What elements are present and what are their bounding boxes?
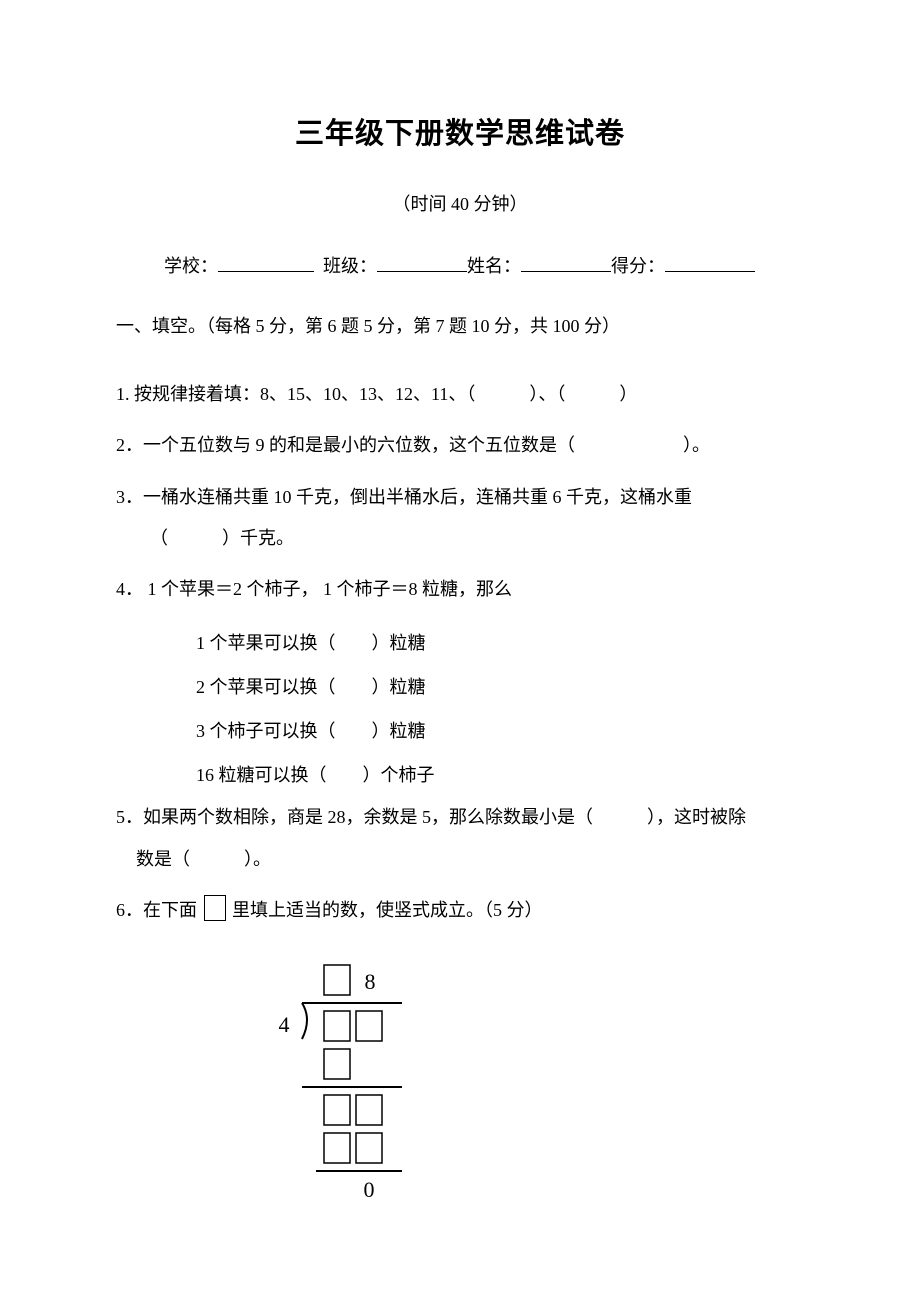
student-info-line: 学校： 班级： 姓名： 得分： — [116, 252, 804, 278]
long-division-diagram: 8 4 0 — [262, 959, 442, 1209]
name-blank — [521, 271, 611, 272]
sub1-box — [324, 1049, 350, 1079]
school-label: 学校： — [164, 256, 218, 276]
q6-text-a: 6．在下面 — [116, 900, 197, 920]
score-label: 得分： — [611, 256, 665, 276]
question-4-sub1: 1 个苹果可以换（ ）粒糖 — [116, 621, 804, 665]
class-blank — [377, 271, 467, 272]
q3-text-a: 3．一桶水连桶共重 10 千克，倒出半桶水后，连桶共重 6 千克，这桶水重 — [116, 487, 692, 507]
question-4-sub3: 3 个柿子可以换（ ）粒糖 — [116, 709, 804, 753]
question-1: 1. 按规律接着填：8、15、10、13、12、11、（ ）、（ ） — [116, 374, 804, 415]
sub2-box-2 — [356, 1133, 382, 1163]
q6-text-b: 里填上适当的数，使竖式成立。（5 分） — [232, 900, 543, 920]
name-label: 姓名： — [467, 256, 521, 276]
question-2: 2．一个五位数与 9 的和是最小的六位数，这个五位数是（ ）。 — [116, 425, 804, 466]
section-heading: 一、填空。（每格 5 分，第 6 题 5 分，第 7 题 10 分，共 100 … — [116, 308, 804, 346]
school-blank — [218, 271, 314, 272]
question-6: 6．在下面 里填上适当的数，使竖式成立。（5 分） — [116, 890, 804, 931]
sub2-box-1 — [324, 1133, 350, 1163]
page-title: 三年级下册数学思维试卷 — [116, 110, 804, 152]
row2-box-2 — [356, 1095, 382, 1125]
division-bracket — [302, 1003, 307, 1039]
dividend-box-2 — [356, 1011, 382, 1041]
score-blank — [665, 271, 755, 272]
question-4-sub4: 16 粒糖可以换（ ）个柿子 — [116, 753, 804, 797]
question-3: 3．一桶水连桶共重 10 千克，倒出半桶水后，连桶共重 6 千克，这桶水重 （ … — [116, 477, 804, 560]
row2-box-1 — [324, 1095, 350, 1125]
inline-box-icon — [204, 895, 226, 921]
q5-text-a: 5．如果两个数相除，商是 28，余数是 5，那么除数最小是（ ），这时被除 — [116, 807, 746, 827]
dividend-box-1 — [324, 1011, 350, 1041]
quotient-digit-8: 8 — [365, 969, 376, 994]
question-5: 5．如果两个数相除，商是 28，余数是 5，那么除数最小是（ ），这时被除 数是… — [116, 797, 804, 880]
question-4-sub2: 2 个苹果可以换（ ）粒糖 — [116, 665, 804, 709]
remainder-0: 0 — [364, 1177, 375, 1202]
divisor-4: 4 — [279, 1012, 290, 1037]
time-note: （时间 40 分钟） — [116, 190, 804, 216]
q3-text-b: （ ）千克。 — [116, 528, 294, 548]
class-label: 班级： — [323, 256, 377, 276]
question-4-head: 4． 1 个苹果＝2 个柿子， 1 个柿子＝8 粒糖，那么 — [116, 569, 804, 610]
quotient-box-1 — [324, 965, 350, 995]
q5-text-b: 数是（ ）。 — [116, 849, 271, 869]
